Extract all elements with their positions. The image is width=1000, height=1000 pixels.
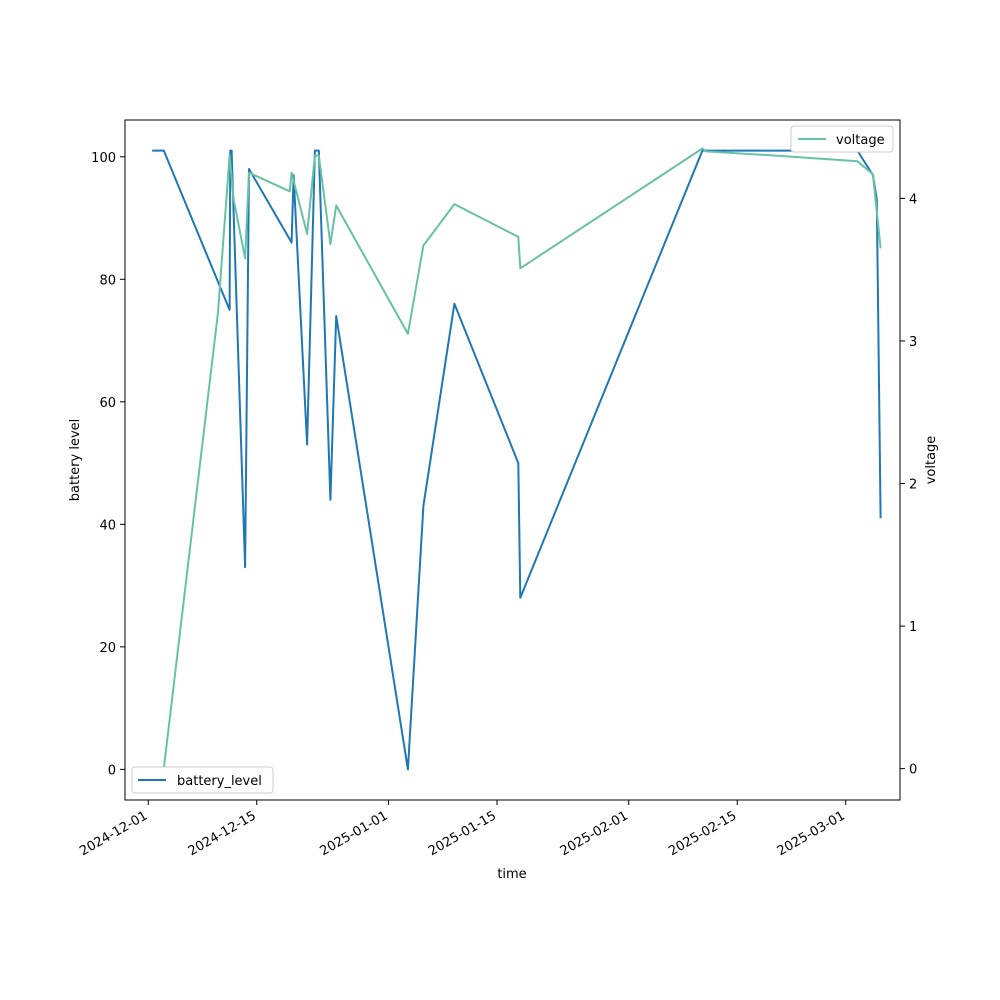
legend-battery-label: battery_level — [177, 774, 262, 789]
y2-tick-label: 3 — [909, 335, 917, 350]
x-tick-label: 2025-03-01 — [775, 808, 848, 859]
y2-tick-label: 4 — [909, 192, 917, 207]
y2-tick-label: 0 — [909, 763, 917, 778]
plot-frame — [124, 119, 901, 801]
y-tick-label: 0 — [108, 763, 116, 778]
x-tick-label: 2025-01-01 — [318, 808, 391, 859]
x-axis: 2024-12-01 2024-12-15 2025-01-01 2025-01-15… — [77, 800, 848, 859]
y-tick-label: 80 — [99, 273, 116, 288]
x-axis-label: time — [497, 867, 526, 882]
y-axis-label: battery level — [68, 419, 83, 502]
y-tick-label: 100 — [91, 151, 116, 166]
x-tick-label: 2025-02-15 — [666, 808, 739, 859]
y2-tick-label: 1 — [909, 620, 917, 635]
y2-tick-label: 2 — [909, 478, 917, 493]
series-line-voltage — [152, 147, 882, 770]
legend-voltage-box — [790, 125, 894, 153]
x-tick-label: 2024-12-15 — [186, 808, 259, 859]
y-axis-left: 0 20 40 60 80 100 — [91, 151, 125, 778]
x-tick-label: 2024-12-01 — [77, 808, 150, 859]
x-tick-label: 2025-01-15 — [426, 808, 499, 859]
series-line-battery-level — [152, 149, 882, 771]
y2-axis-label: voltage — [924, 436, 939, 485]
y-tick-label: 60 — [99, 396, 116, 411]
plot-lines — [152, 147, 882, 771]
legend-voltage: voltage — [790, 125, 894, 153]
y-tick-label: 40 — [99, 518, 116, 533]
legend-battery-box — [131, 766, 274, 794]
legend-battery: battery_level — [131, 766, 274, 794]
y-axis-right: 0 1 2 3 4 — [900, 192, 917, 778]
y-tick-label: 20 — [99, 641, 116, 656]
legend-voltage-label: voltage — [836, 133, 885, 148]
x-tick-label: 2025-02-01 — [558, 808, 631, 859]
